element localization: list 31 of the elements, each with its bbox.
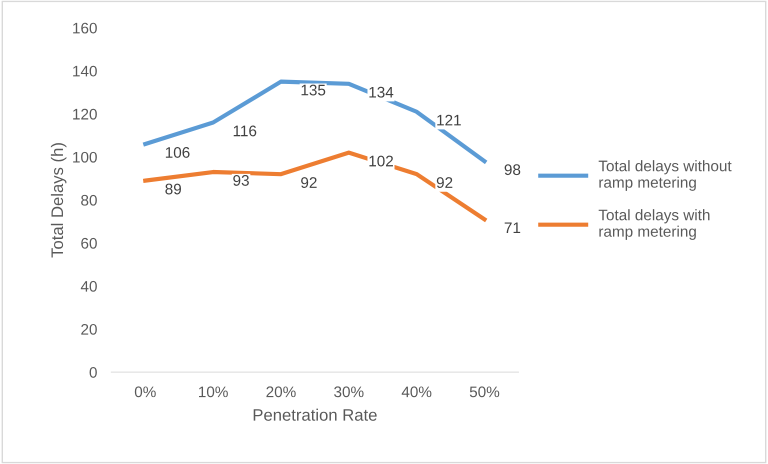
- data-label: 89: [165, 184, 181, 194]
- y-tick-label: 40: [80, 280, 97, 292]
- x-tick-label: 30%: [334, 386, 364, 398]
- x-tick-label: 10%: [198, 386, 228, 398]
- y-tick-label: 0: [90, 366, 97, 378]
- data-label: 134: [369, 86, 394, 98]
- legend-label: Total delays with ramp metering: [598, 209, 710, 240]
- y-tick-label: 100: [73, 152, 97, 163]
- y-tick-label: 80: [81, 194, 97, 206]
- x-tick-label: 40%: [402, 386, 432, 398]
- data-label: 116: [234, 126, 256, 136]
- data-label: 98: [504, 164, 520, 176]
- data-label: 102: [369, 156, 393, 166]
- data-label: 93: [233, 175, 249, 186]
- y-tick-label: 20: [81, 324, 97, 335]
- y-tick-label: 120: [73, 108, 97, 120]
- x-tick-label: 20%: [266, 386, 296, 398]
- y-tick-label: 60: [81, 238, 97, 249]
- x-tick-label: 50%: [470, 386, 500, 398]
- data-label: 135: [302, 84, 326, 96]
- x-axis-title: Penetration Rate: [254, 408, 377, 421]
- y-tick-label: 160: [73, 22, 97, 34]
- y-tick-label: 140: [73, 66, 97, 77]
- data-label: 92: [301, 177, 317, 188]
- data-label: 92: [436, 177, 452, 188]
- x-tick-label: 0%: [134, 386, 156, 398]
- data-label: 121: [437, 114, 461, 126]
- data-label: 106: [166, 147, 190, 158]
- data-label: 71: [504, 222, 520, 234]
- y-axis-title: Total Delays (h): [50, 143, 66, 258]
- legend-label: Total delays without ramp metering: [598, 160, 732, 191]
